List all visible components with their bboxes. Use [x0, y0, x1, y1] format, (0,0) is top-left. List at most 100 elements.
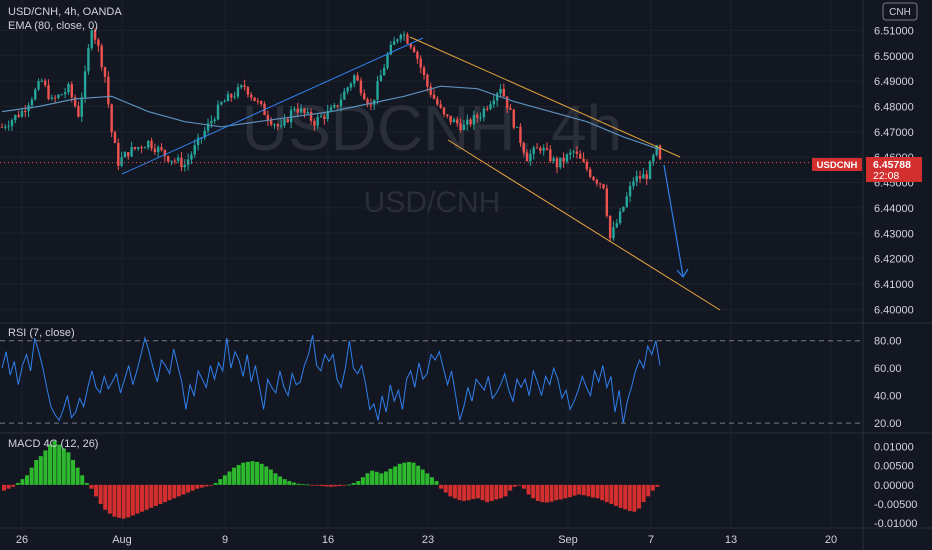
candle	[316, 117, 319, 126]
candle	[426, 74, 429, 87]
time-tick-label: 13	[725, 534, 737, 546]
candle	[419, 58, 422, 68]
grid-lines	[0, 0, 862, 528]
candle	[30, 99, 34, 106]
candle	[147, 140, 150, 148]
candle	[44, 80, 47, 86]
macd-bar	[117, 484, 122, 518]
candle	[10, 120, 14, 126]
macd-bar	[38, 456, 43, 485]
candle	[359, 80, 363, 94]
candle	[545, 147, 549, 150]
candle	[542, 147, 545, 151]
candle	[240, 85, 243, 88]
rsi-legend[interactable]: RSI (7, close)	[8, 327, 75, 339]
macd-bar	[342, 484, 347, 486]
macd-bar	[250, 461, 255, 485]
candle	[329, 107, 333, 111]
candle	[153, 148, 157, 153]
candle	[386, 54, 389, 68]
ema-legend[interactable]: EMA (80, close, 0)	[8, 20, 98, 32]
channel-upper-line[interactable]	[409, 36, 681, 158]
candle	[539, 147, 542, 151]
macd-bar	[393, 466, 398, 485]
currency-badge[interactable]: CNH	[882, 2, 918, 21]
candle	[20, 110, 24, 117]
macd-bar	[600, 484, 605, 501]
macd-bar	[314, 484, 319, 486]
macd-bar	[613, 484, 618, 506]
candle	[343, 91, 346, 100]
candle	[585, 161, 589, 170]
candle	[512, 109, 515, 128]
candle	[163, 149, 167, 157]
macd-bar	[107, 484, 112, 514]
candle	[502, 88, 506, 97]
price-tick-label: 6.48000	[874, 101, 914, 113]
macd-bar	[604, 484, 609, 503]
candle	[313, 120, 316, 126]
macd-bar	[278, 476, 283, 485]
macd-bar	[186, 484, 191, 493]
macd-bar	[526, 484, 531, 495]
candle	[323, 116, 326, 119]
macd-bar	[443, 484, 448, 493]
rising-trendline[interactable]	[121, 37, 424, 175]
price-pane[interactable]	[0, 27, 862, 311]
macd-bar	[567, 484, 572, 498]
macd-bar	[347, 484, 352, 486]
macd-bar	[540, 484, 545, 503]
time-axis[interactable]: 26 Aug 9 16 23 Sep 7 13 20	[16, 534, 837, 546]
candle	[250, 94, 253, 98]
candle	[379, 75, 383, 82]
watermark-ticker: USDCNH, 4h	[242, 92, 623, 164]
candle	[143, 147, 147, 149]
macd-bar	[512, 484, 517, 487]
macd-bar	[503, 484, 508, 497]
candle	[47, 85, 50, 99]
macd-bar	[176, 484, 181, 497]
rsi-pane[interactable]	[0, 335, 862, 424]
macd-bar	[489, 484, 494, 501]
channel-lower-line[interactable]	[447, 139, 721, 311]
candle	[77, 106, 80, 117]
candle	[489, 104, 492, 109]
macd-pane[interactable]	[2, 440, 660, 519]
macd-bar	[310, 484, 315, 486]
candle	[442, 107, 446, 115]
macd-bar	[255, 461, 260, 485]
candle	[80, 97, 83, 117]
candle	[150, 140, 153, 149]
macd-bar	[623, 484, 628, 510]
candle	[67, 84, 70, 93]
macd-bar	[20, 479, 25, 485]
macd-bar	[305, 484, 310, 486]
macd-bar	[439, 484, 444, 489]
macd-bar	[563, 484, 568, 499]
macd-bar	[287, 481, 292, 485]
symbol-legend: USD/CNH, 4h, OANDA	[8, 6, 122, 18]
macd-bar	[227, 471, 232, 485]
macd-legend[interactable]: MACD 4C (12, 26)	[8, 438, 98, 450]
candle	[598, 183, 602, 185]
price-tick-label: 6.47000	[874, 127, 914, 139]
candle	[396, 39, 399, 42]
projection-arrow[interactable]	[663, 164, 684, 277]
macd-bar	[153, 484, 158, 506]
macd-bar	[319, 484, 324, 487]
candle	[592, 176, 595, 181]
candle	[638, 176, 642, 179]
macd-bar	[590, 484, 595, 498]
candle	[24, 110, 27, 112]
candle	[193, 145, 196, 155]
macd-bar	[158, 484, 163, 505]
candle	[645, 174, 648, 180]
candle	[572, 151, 575, 153]
macd-bar	[291, 482, 296, 485]
macd-bar	[370, 470, 375, 485]
candle	[243, 85, 246, 88]
candle	[40, 80, 44, 82]
candle	[369, 104, 373, 106]
